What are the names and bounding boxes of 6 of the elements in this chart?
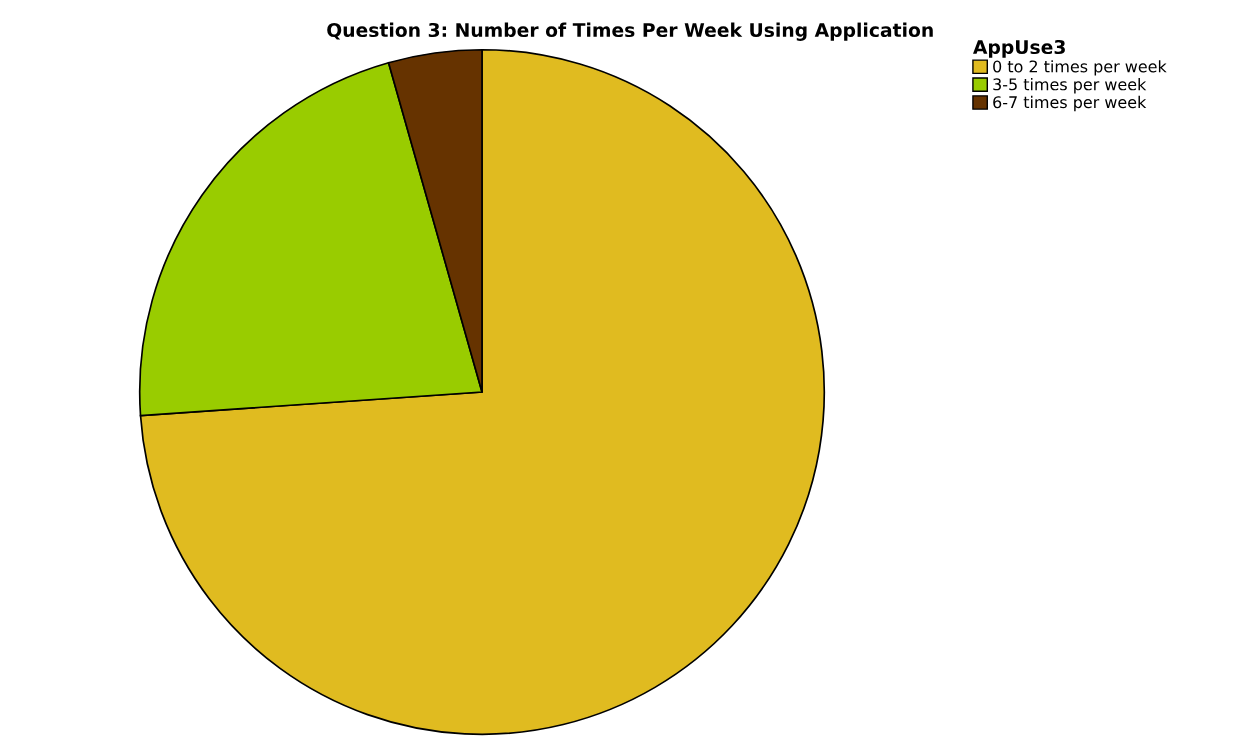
- legend-label: 6-7 times per week: [993, 95, 1147, 112]
- legend-label: 0 to 2 times per week: [993, 60, 1167, 76]
- legend-title: AppUse3: [973, 39, 1065, 58]
- legend-label: 3-5 times per week: [993, 78, 1147, 94]
- pie-slice: [139, 48, 826, 736]
- chart-title: Question 3: Number of Times Per Week Using Application: [327, 22, 933, 41]
